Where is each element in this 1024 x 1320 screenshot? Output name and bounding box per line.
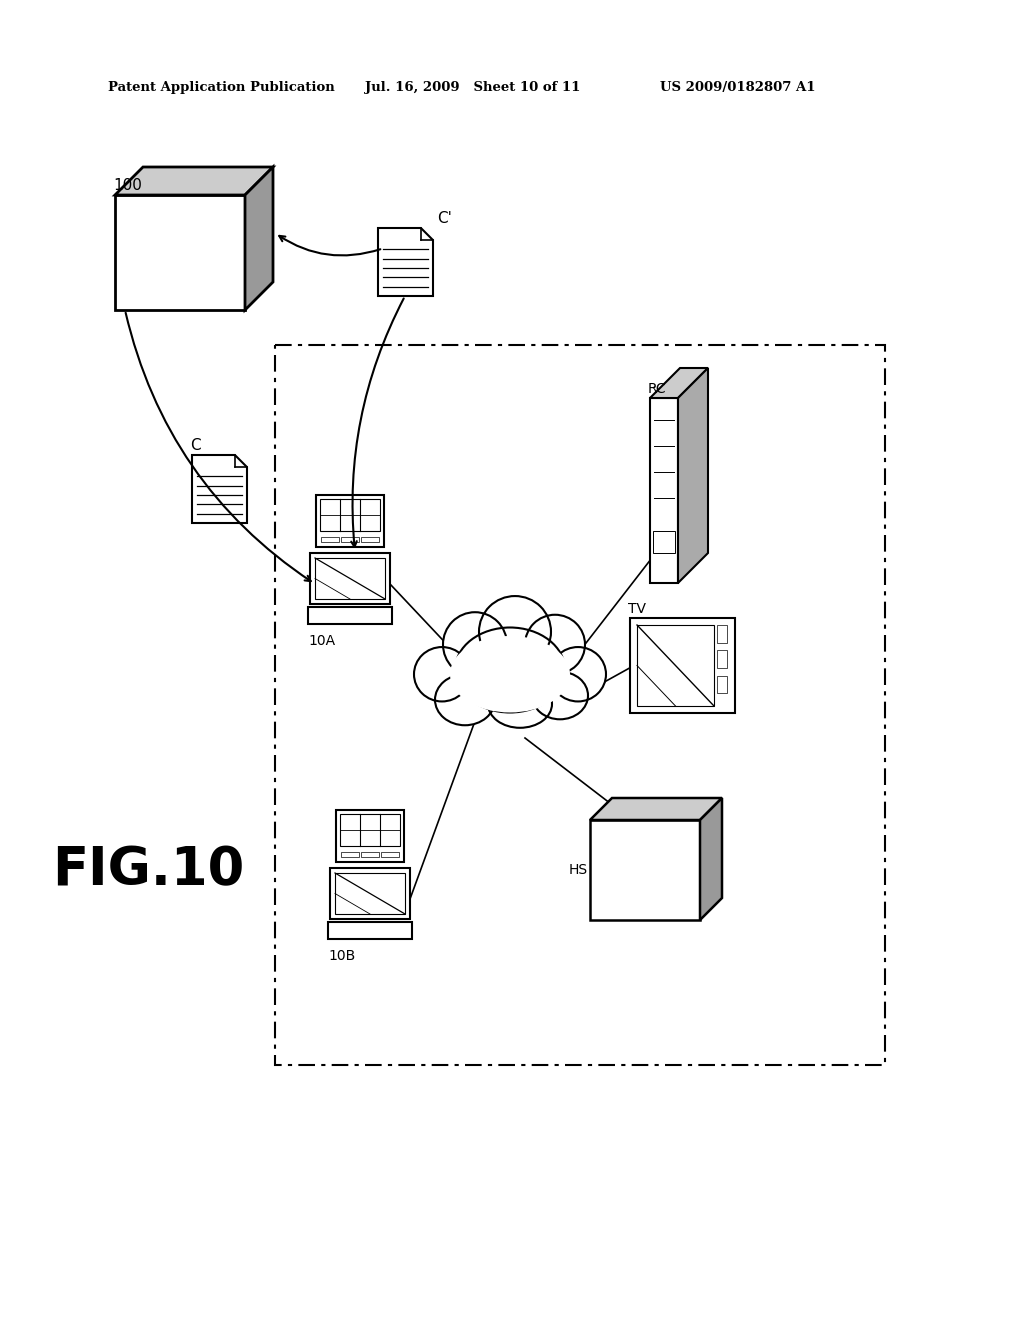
Polygon shape	[650, 368, 708, 399]
Ellipse shape	[550, 647, 606, 701]
Bar	[321, 537, 339, 543]
Polygon shape	[193, 455, 247, 523]
Bar	[328, 921, 412, 939]
Polygon shape	[115, 168, 273, 195]
Bar	[330, 869, 410, 919]
Text: FIG.10: FIG.10	[52, 843, 244, 896]
Bar	[341, 537, 359, 543]
Bar	[341, 853, 359, 858]
Bar	[315, 558, 385, 599]
Ellipse shape	[525, 615, 585, 675]
Ellipse shape	[488, 680, 552, 727]
Bar	[361, 853, 379, 858]
Ellipse shape	[443, 612, 507, 677]
Bar	[361, 537, 379, 543]
Text: C: C	[190, 438, 201, 453]
Bar	[335, 873, 406, 913]
Bar	[336, 810, 404, 862]
Bar	[717, 624, 727, 643]
Text: TV: TV	[628, 602, 646, 616]
Bar	[275, 345, 885, 1065]
Polygon shape	[245, 168, 273, 310]
Ellipse shape	[532, 672, 588, 719]
Text: Jul. 16, 2009   Sheet 10 of 11: Jul. 16, 2009 Sheet 10 of 11	[365, 82, 581, 95]
Polygon shape	[700, 799, 722, 920]
Text: 100: 100	[113, 178, 142, 193]
Polygon shape	[678, 368, 708, 583]
Text: 10A: 10A	[308, 634, 335, 648]
Polygon shape	[650, 399, 678, 583]
Bar	[717, 651, 727, 668]
Bar	[319, 499, 380, 531]
Bar	[308, 607, 392, 623]
Bar	[381, 853, 399, 858]
Bar	[316, 495, 384, 546]
Text: 10B: 10B	[328, 949, 355, 964]
Text: Patent Application Publication: Patent Application Publication	[108, 82, 335, 95]
Ellipse shape	[455, 627, 565, 713]
Ellipse shape	[435, 675, 495, 725]
Text: C': C'	[437, 211, 452, 226]
Bar	[310, 553, 390, 605]
Text: HS: HS	[569, 863, 588, 876]
Bar	[637, 624, 714, 706]
Ellipse shape	[479, 597, 551, 668]
Polygon shape	[115, 195, 245, 310]
Bar	[340, 814, 400, 846]
Ellipse shape	[450, 636, 570, 713]
Text: RC: RC	[648, 381, 667, 396]
Bar	[717, 676, 727, 693]
Ellipse shape	[414, 647, 470, 701]
Polygon shape	[378, 228, 433, 296]
Bar	[653, 531, 675, 553]
Polygon shape	[590, 799, 722, 820]
Bar	[630, 618, 735, 713]
Polygon shape	[590, 820, 700, 920]
Text: US 2009/0182807 A1: US 2009/0182807 A1	[660, 82, 815, 95]
